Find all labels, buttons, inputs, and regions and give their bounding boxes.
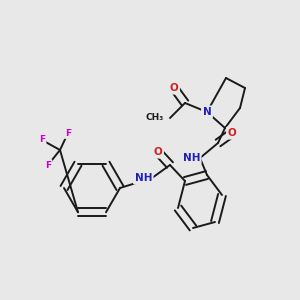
Text: N: N — [202, 107, 211, 117]
Text: NH: NH — [182, 153, 200, 163]
Text: F: F — [39, 136, 45, 145]
Text: NH: NH — [134, 173, 152, 183]
Text: F: F — [65, 128, 71, 137]
Text: O: O — [228, 128, 236, 138]
Text: F: F — [45, 160, 51, 169]
Text: CH₃: CH₃ — [146, 113, 164, 122]
Text: O: O — [169, 83, 178, 93]
Text: O: O — [154, 147, 162, 157]
